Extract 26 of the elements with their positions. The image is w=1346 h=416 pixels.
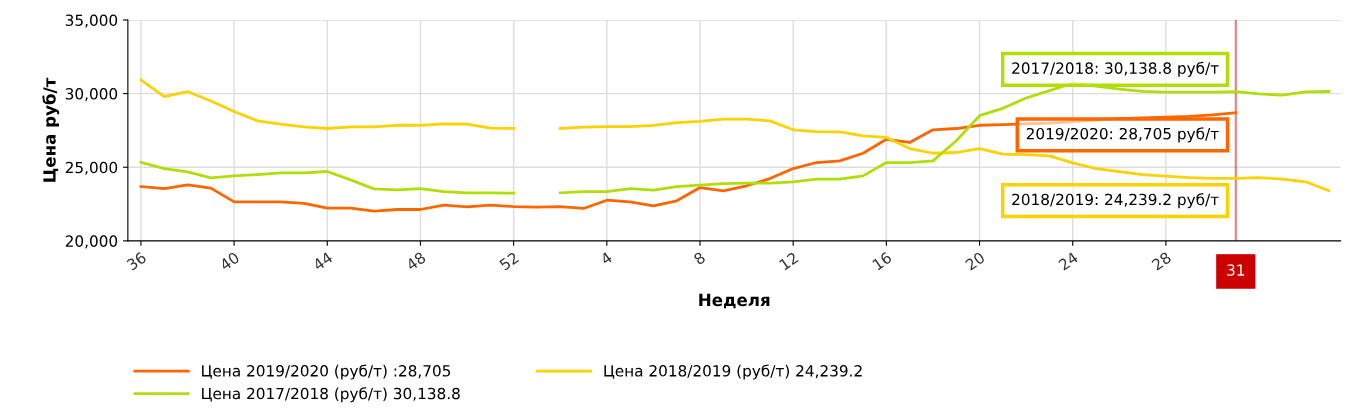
x-tick-label: 52	[498, 251, 520, 271]
x-tick-label: 24	[1057, 251, 1079, 271]
x-tick-label: 31	[1227, 264, 1245, 276]
x-tick-label: 40	[218, 251, 241, 271]
x-tick-label: 44	[312, 251, 334, 271]
annotation: 2018/2019: 24,239.2 руб/т	[1012, 193, 1219, 209]
legend-label: Цена 2018/2019 (руб/т) 24,239.2	[604, 364, 862, 380]
annotation: 2017/2018: 30,138.8 руб/т	[1012, 61, 1219, 77]
x-tick-label: 16	[871, 251, 893, 271]
y-axis-title: Цена руб/т	[42, 77, 60, 182]
x-axis-title: Неделя	[699, 293, 770, 309]
legend-label: Цена 2017/2018 (руб/т) 30,138.8	[202, 387, 460, 403]
x-tick-label: 8	[693, 251, 706, 266]
x-tick-label: 12	[778, 251, 799, 271]
y-tick-label: 30,000	[65, 88, 118, 102]
y-tick-label: 20,000	[65, 235, 118, 249]
annotation: 2019/2020: 28,705 руб/т	[1026, 127, 1219, 143]
x-tick-label: 20	[964, 251, 986, 271]
x-tick-label: 36	[126, 251, 147, 271]
x-tick-label: 4	[599, 251, 613, 266]
y-tick-label: 25,000	[65, 161, 118, 175]
x-tick-label: 48	[405, 251, 427, 271]
x-tick-label: 28	[1151, 251, 1172, 271]
line-series	[139, 111, 1238, 213]
y-tick-label: 35,000	[65, 14, 118, 28]
legend-label: Цена 2019/2020 (руб/т) :28,705	[202, 364, 451, 380]
